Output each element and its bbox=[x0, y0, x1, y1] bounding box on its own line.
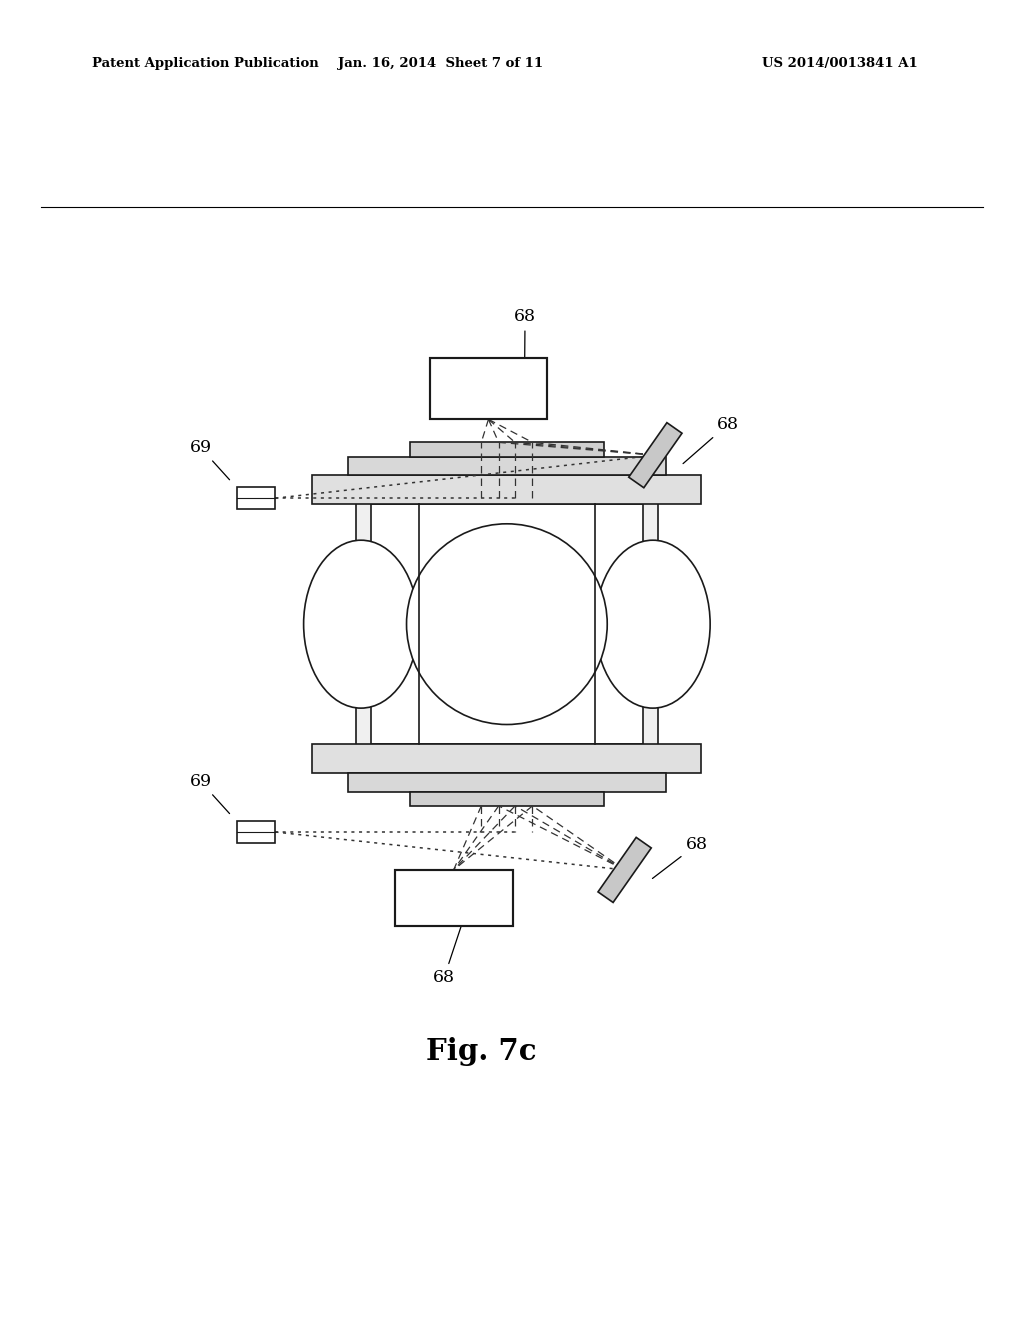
Text: Patent Application Publication: Patent Application Publication bbox=[92, 57, 318, 70]
Bar bbox=[312, 475, 701, 504]
Bar bbox=[237, 487, 275, 510]
Bar bbox=[410, 792, 604, 807]
Bar bbox=[237, 821, 275, 843]
Text: US 2014/0013841 A1: US 2014/0013841 A1 bbox=[762, 57, 918, 70]
Bar bbox=[356, 488, 658, 760]
Polygon shape bbox=[598, 837, 651, 903]
Ellipse shape bbox=[595, 540, 711, 708]
Text: Fig. 7c: Fig. 7c bbox=[426, 1036, 537, 1065]
Polygon shape bbox=[629, 422, 682, 488]
Text: 69: 69 bbox=[189, 440, 229, 479]
Circle shape bbox=[407, 524, 607, 725]
Bar bbox=[430, 358, 547, 420]
Text: 69: 69 bbox=[189, 774, 229, 813]
Bar bbox=[348, 457, 666, 475]
Bar bbox=[371, 504, 643, 744]
Bar bbox=[312, 744, 701, 774]
Bar bbox=[348, 774, 666, 792]
Bar bbox=[395, 870, 513, 927]
Text: 68: 68 bbox=[683, 416, 738, 463]
Text: 68: 68 bbox=[433, 920, 463, 986]
Ellipse shape bbox=[303, 540, 418, 708]
Text: 68: 68 bbox=[514, 309, 536, 407]
Bar bbox=[410, 442, 604, 457]
Text: 68: 68 bbox=[652, 836, 708, 879]
Text: Jan. 16, 2014  Sheet 7 of 11: Jan. 16, 2014 Sheet 7 of 11 bbox=[338, 57, 543, 70]
